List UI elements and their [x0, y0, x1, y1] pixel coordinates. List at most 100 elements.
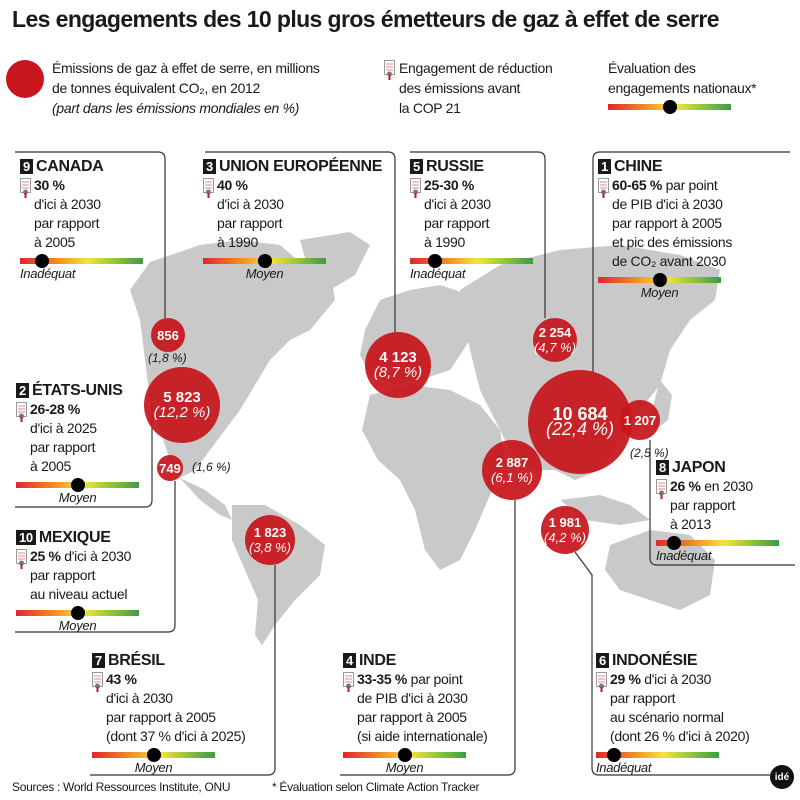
rank-badge: 9 [20, 159, 33, 174]
emissions-bubble-br: 1 823 (3,8 %) [245, 515, 295, 565]
engagement-detail: d'ici à 2030 par rapport au scénario nor… [610, 671, 750, 744]
connector-lines [15, 151, 795, 776]
engagement-percent: 30 % [34, 177, 65, 193]
emissions-bubble-ru: 2 254 (4,7 %) [533, 318, 577, 362]
country-box-br: 7 BRÉSIL 43 % d'ici à 2030 par rapport à … [92, 651, 246, 776]
gauge-knob [652, 273, 667, 287]
connector-mexique [15, 481, 176, 633]
emissions-value: 5 823 [163, 389, 201, 406]
connector-bresil [90, 565, 276, 776]
evaluation-gauge [16, 478, 139, 492]
evaluation-rating: Inadéquat [410, 266, 466, 281]
country-name: INDE [358, 652, 396, 669]
connector-indonesie [574, 551, 790, 776]
emissions-share: (2,5 %) [630, 446, 669, 460]
country-header: 1 CHINE [598, 157, 732, 176]
evaluation-gauge [16, 606, 139, 620]
ide-logo: idé [770, 765, 794, 789]
country-header: 10 MEXIQUE [16, 528, 139, 547]
engagement-percent: 25-30 % [424, 177, 475, 193]
engagement-percent: 26 % [670, 478, 701, 494]
engagement-detail: d'ici à 2030 par rapport à 2005 [34, 196, 101, 250]
evaluation-rating: Moyen [58, 490, 97, 505]
engagement-text: 33-35 % par point de PIB d'ici à 2030 pa… [357, 670, 488, 746]
connector-russie [410, 151, 546, 318]
country-box-id: 6 INDONÉSIE 29 % d'ici à 2030 par rapport… [596, 651, 750, 776]
emissions-bubble-in: 2 887 (6,1 %) [482, 440, 542, 500]
country-header: 4 INDE [343, 651, 488, 670]
gauge-knob [397, 748, 412, 762]
emissions-share: (12,2 %) [153, 404, 211, 421]
engagement-detail: d'ici à 2030 par rapport à 1990 [217, 196, 284, 250]
gauge-knob [35, 254, 50, 268]
connector-canada [15, 151, 166, 318]
country-box-us: 2 ÉTATS-UNIS 26-28 % d'ici à 2025 par rap… [16, 381, 139, 506]
emissions-bubble-ue: 4 123 (8,7 %) [365, 332, 431, 398]
sources: Sources : World Ressources Institute, ON… [12, 780, 231, 794]
evaluation-rating: Moyen [58, 618, 97, 633]
country-name: BRÉSIL [107, 652, 165, 669]
emissions-bubble-jp: 1 207 [620, 400, 660, 440]
country-header: 2 ÉTATS-UNIS [16, 381, 139, 400]
connector-usa [15, 405, 153, 508]
engagement-text: 30 % d'ici à 2030 par rapport à 2005 [34, 176, 101, 252]
gauge-knob [427, 254, 442, 268]
emissions-legend: Émissions de gaz à effet de serre, en mi… [52, 58, 320, 118]
emissions-legend-line3: (part dans les émissions mondiales en %) [52, 100, 300, 116]
emissions-legend-line1: Émissions de gaz à effet de serre, en mi… [52, 60, 320, 76]
engagement-detail: d'ici à 2030 par rapport à 2005 (dont 37… [106, 690, 246, 744]
gauge-knob [667, 536, 682, 550]
document-icon [343, 672, 354, 692]
evaluation-gauge [343, 748, 466, 762]
rank-badge: 2 [16, 383, 29, 398]
evaluation-gauge [203, 254, 326, 268]
document-icon [410, 178, 421, 198]
rank-badge: 4 [343, 653, 356, 668]
rank-badge: 7 [92, 653, 105, 668]
emissions-bubble-id: 1 981 (4,2 %) [541, 506, 589, 554]
country-box-ue: 3 UNION EUROPÉENNE 40 % d'ici à 2030 par … [203, 157, 382, 282]
evaluation-gauge [596, 748, 719, 762]
gauge-knob [662, 100, 677, 114]
emissions-value: 10 684 [552, 404, 608, 424]
emissions-share: (22,4 %) [545, 419, 615, 439]
emissions-bubble-ca: 856 [151, 318, 185, 352]
emissions-share: (8,7 %) [373, 364, 423, 381]
document-icon [20, 178, 31, 198]
country-header: 3 UNION EUROPÉENNE [203, 157, 382, 176]
document-icon [596, 672, 607, 692]
document-icon [16, 402, 27, 422]
engagement-text: 26-28 % d'ici à 2025 par rapport à 2005 [30, 400, 97, 476]
country-name: CANADA [35, 158, 104, 175]
evaluation-gauge [608, 100, 731, 114]
evaluation-rating: Inadéquat [656, 548, 712, 563]
emissions-share: (1,8 %) [148, 351, 187, 365]
document-icon [656, 479, 667, 499]
evaluation-rating: Moyen [134, 760, 173, 775]
emissions-legend-line2: de tonnes équivalent CO₂, en 2012 [52, 80, 261, 96]
evaluation-legend: Évaluation des engagements nationaux* [608, 58, 757, 114]
connector-japon [649, 440, 795, 566]
country-header: 7 BRÉSIL [92, 651, 245, 670]
engagement-text: 43 % d'ici à 2030 par rapport à 2005 (do… [106, 670, 246, 746]
rank-badge: 3 [203, 159, 216, 174]
engagement-detail: par point de PIB d'ici à 2030 par rappor… [612, 177, 733, 269]
country-name: RUSSIE [425, 158, 484, 175]
evaluation-legend-text: Évaluation des engagements nationaux* [608, 60, 757, 96]
country-box-mx: 10 MEXIQUE 25 % d'ici à 2030 par rapport … [16, 528, 139, 634]
country-name: MEXIQUE [38, 529, 111, 546]
gauge-knob [257, 254, 272, 268]
evaluation-gauge [92, 748, 215, 762]
page-title: Les engagements des 10 plus gros émetteu… [12, 6, 720, 32]
connector-chine [592, 151, 790, 372]
country-box-jp: 8 JAPON 26 % en 2030 par rapport à 2013 I… [656, 458, 779, 564]
central-america [180, 478, 232, 520]
engagement-percent: 33-35 % [357, 671, 408, 687]
evaluation-gauge [20, 254, 143, 268]
engagement-text: 29 % d'ici à 2030 par rapport au scénari… [610, 670, 750, 746]
evaluation-gauge [598, 273, 721, 287]
engagement-text: 26 % en 2030 par rapport à 2013 [670, 477, 753, 534]
evaluation-gauge [656, 536, 779, 550]
country-box-in: 4 INDE 33-35 % par point de PIB d'ici à 2… [343, 651, 488, 776]
engagement-percent: 29 % [610, 671, 641, 687]
